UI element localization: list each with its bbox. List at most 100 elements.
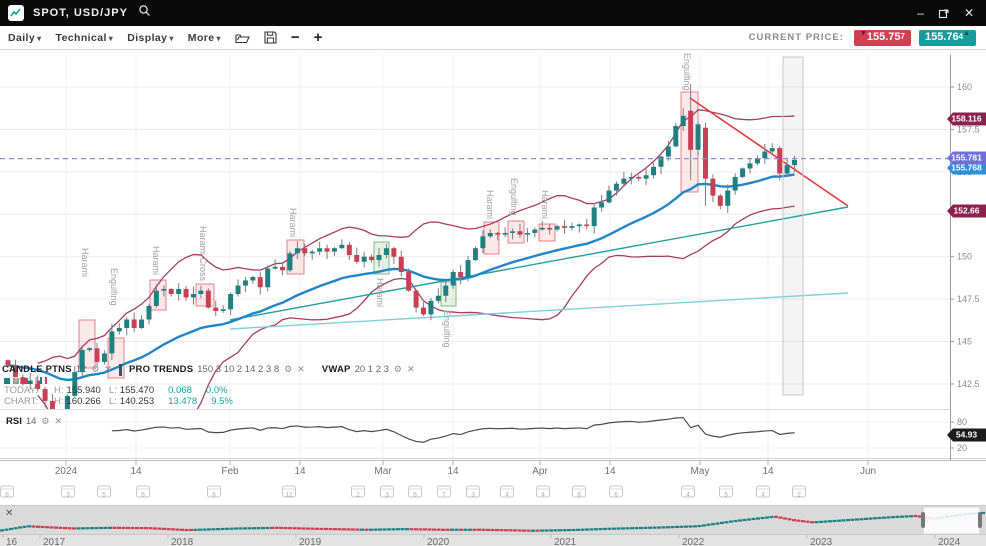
price-tick-label: 150 [957,252,972,262]
svg-text:12: 12 [285,492,293,499]
arrow-up-icon: ▲ [963,29,970,37]
alert-level-badge: 155.781 [947,151,986,165]
close-icon[interactable]: ✕ [104,364,112,374]
x-tick-label: May [691,466,710,477]
close-icon[interactable]: ✕ [297,364,305,374]
zoom-in-button[interactable]: + [313,28,323,46]
restore-button[interactable] [938,7,950,20]
rsi-tick-label: 80 [957,417,967,427]
upper-band-level-badge: 158.116 [947,112,986,126]
svg-text:6: 6 [141,492,145,499]
x-tick-label: 14 [762,466,774,477]
legend-divider [118,363,122,376]
pattern-label: Harami [540,190,550,219]
navigator-year-label: 2021 [554,537,577,546]
svg-text:2: 2 [797,492,801,499]
close-icon[interactable]: ✕ [54,416,63,426]
navigator-mini-chart [0,511,985,532]
svg-text:3: 3 [66,492,70,499]
x-tick-label: 14 [130,466,142,477]
rsi-line [111,416,795,443]
menu-more[interactable]: More ▾ [187,31,221,44]
left-range-handle[interactable] [921,512,925,528]
rsi-tick-label: 20 [957,443,967,453]
close-button[interactable]: ✕ [963,6,974,20]
gear-icon[interactable]: ⚙ [91,364,100,374]
pattern-label: Harami Cross [198,226,208,282]
pattern-boxes [78,91,699,379]
save-icon[interactable] [264,31,277,44]
descending-trendline[interactable] [689,97,849,207]
navigator-year-label: 2022 [682,537,705,546]
arrow-down-icon: ▼ [859,29,867,37]
svg-text:4: 4 [686,492,690,499]
navigator-svg[interactable]: 16 2017 2018 2019 2020 2021 2022 2023 2024 [0,506,986,546]
app-logo-icon [8,5,24,21]
pattern-label: Harami [485,190,495,219]
pattern-box-bear [483,221,500,255]
window-title: SPOT, USD/JPY [33,7,128,19]
svg-text:3: 3 [471,492,475,499]
main-chart-svg[interactable]: Harami Engulfing Harami Harami Cross Harami H… [0,50,986,505]
pattern-label: Engulfing [109,268,119,306]
svg-text:4: 4 [761,492,765,499]
svg-text:6: 6 [577,492,581,499]
open-folder-icon[interactable] [235,32,250,44]
legend-mini-swatches: T [4,377,47,384]
rsi-indicator-label: RSI 14 ⚙ ✕ [6,416,63,427]
navigator-year-label: 2019 [299,537,322,546]
x-tick-label: Mar [374,466,392,477]
gear-icon[interactable]: ⚙ [393,364,402,374]
ask-price-badge: 155.76 4 ▲ [918,29,976,46]
pattern-label: Engulfing [509,178,519,216]
title-bar: SPOT, USD/JPY – ✕ [0,0,986,26]
legend-divider [312,364,315,376]
x-tick-label: 14 [294,466,306,477]
x-tick-label: 14 [447,466,459,477]
svg-text:3: 3 [385,492,389,499]
svg-text:8: 8 [5,492,9,499]
pattern-box-bull [440,281,457,307]
right-range-handle[interactable] [978,512,982,528]
gear-icon[interactable]: ⚙ [284,364,293,374]
navigator-year-label: 2023 [810,537,833,546]
svg-text:6: 6 [614,492,618,499]
x-tick-label: Apr [532,466,548,477]
menu-technical[interactable]: Technical ▾ [55,31,114,44]
candles-layer [5,83,798,409]
svg-text:6: 6 [413,492,417,499]
x-tick-label: Jun [860,466,876,477]
menu-display[interactable]: Display ▾ [127,31,174,44]
navigator-selection-window[interactable] [922,506,981,535]
rsi-value-badge: 54.93 [947,428,986,442]
support-line[interactable] [229,292,849,330]
gear-icon[interactable]: ⚙ [41,416,50,426]
selection-highlight-region[interactable] [783,57,803,395]
minimize-button[interactable]: – [917,6,924,20]
current-price-badge: 155.768 [947,161,986,175]
price-tick-label: 160 [957,82,972,92]
ascending-trendline[interactable] [229,206,849,321]
navigator-year-label: 2024 [938,537,961,546]
zoom-out-button[interactable]: − [290,28,300,46]
moving-average-line [7,173,795,382]
close-icon[interactable]: ✕ [406,364,415,374]
navigator-year-label: 2018 [171,537,194,546]
pattern-label: Harami [80,248,90,277]
price-tick-label: 147.5 [957,294,980,304]
pattern-label: Harami [151,246,161,275]
range-navigator[interactable]: 16 2017 2018 2019 2020 2021 2022 2023 2024 ✕ [0,505,986,546]
navigator-year-label: 2017 [43,537,66,546]
navigator-close-icon[interactable]: ✕ [5,508,14,519]
chart-area[interactable]: Harami Engulfing Harami Harami Cross Harami H… [0,50,986,505]
pattern-label: Engulfing [442,310,452,348]
navigator-years: 16 2017 2018 2019 2020 2021 2022 2023 2024 [2,534,961,546]
pattern-box-bear [538,223,556,242]
svg-text:4: 4 [541,492,545,499]
navigator-year-label: 16 [6,537,18,546]
search-icon[interactable] [138,4,151,22]
menu-interval[interactable]: Daily ▾ [8,31,42,44]
x-tick-label: Feb [221,466,239,477]
pattern-label: Harami [375,278,385,307]
indicator-pro-trends: PRO TRENDS 150 3 10 2 14 2 3 8 ⚙ ✕ [128,364,305,375]
